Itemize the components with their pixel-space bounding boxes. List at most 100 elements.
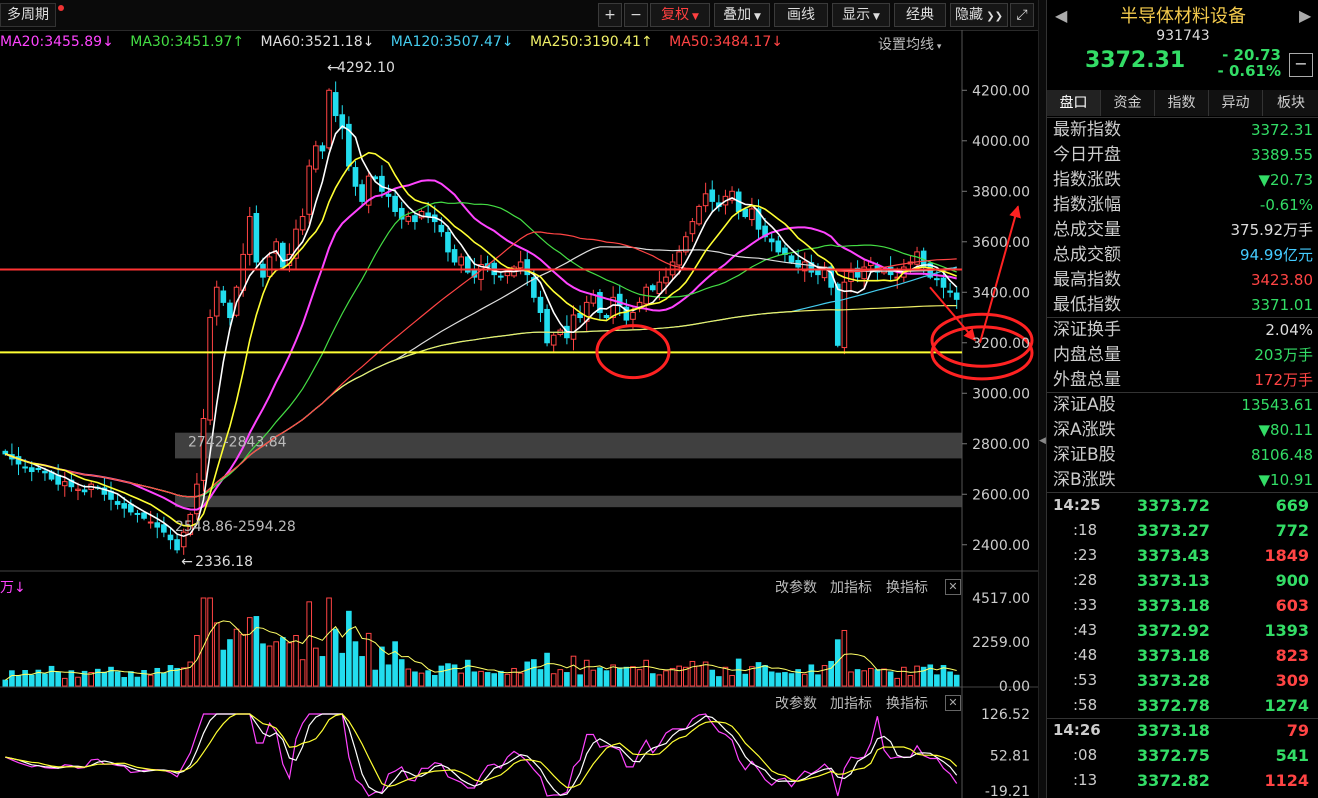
volume-bar <box>808 664 815 687</box>
draw-line-button[interactable]: 画线 <box>774 3 828 27</box>
tab-funds[interactable]: 资金 <box>1101 90 1155 116</box>
kline-chart[interactable]: 4292.10←2336.18←2742-2843.842548.86-2594… <box>0 30 1040 798</box>
candle-body <box>154 522 161 528</box>
volume-bar <box>22 670 28 687</box>
candle-body <box>35 468 42 471</box>
volume-bar <box>920 666 927 687</box>
volume-bar <box>75 676 81 687</box>
adjust-button[interactable]: 复权 ▼ <box>650 3 710 27</box>
display-button[interactable]: 显示 ▼ <box>832 3 890 27</box>
vol-close-icon[interactable]: ✕ <box>945 579 961 595</box>
volume-bar <box>108 666 114 687</box>
tick-row: :33 3373.18 603 <box>1053 593 1313 618</box>
highlight-circle <box>595 324 671 380</box>
candle-body <box>517 261 524 269</box>
volume-bar <box>762 665 768 687</box>
ind-close-icon[interactable]: ✕ <box>945 695 961 711</box>
tick-price: 3373.27 <box>1137 521 1210 540</box>
volume-bar <box>260 643 266 687</box>
quote-panel: ◀ ▶ 半导体材料设备 931743 3372.31 - 20.73 - 0.6… <box>1046 0 1318 798</box>
volume-bar <box>438 665 445 687</box>
high-price-label: 4292.10 <box>337 60 395 76</box>
volume-bar <box>504 673 511 687</box>
volume-bar <box>279 637 286 687</box>
tab-anomaly[interactable]: 异动 <box>1209 90 1263 116</box>
price-tick-label: 2800.00 <box>972 437 1030 453</box>
candle-body <box>260 263 266 278</box>
tab-orderbook[interactable]: 盘口 <box>1047 90 1101 116</box>
volume-bar <box>9 670 15 687</box>
ma-setting-button[interactable]: 设置均线 ▾ <box>878 34 941 54</box>
candle-body <box>213 286 220 317</box>
ind-edit-params[interactable]: 改参数 <box>775 696 817 712</box>
volume-bar <box>161 672 167 687</box>
volume-bar <box>128 671 134 687</box>
volume-bar <box>220 649 227 687</box>
stat-label: 深证A股 <box>1053 395 1116 415</box>
volume-bar <box>273 641 279 687</box>
gap-label: 2548.86-2594.28 <box>175 519 296 535</box>
candle-body <box>755 208 762 230</box>
zoom-in-button[interactable]: + <box>598 3 622 27</box>
volume-bar <box>702 661 709 687</box>
volume-bar <box>583 659 590 687</box>
volume-bar <box>114 671 121 687</box>
candle-body <box>953 292 960 300</box>
vol-switch-indicator[interactable]: 换指标 <box>886 580 928 596</box>
candle-body <box>227 302 233 319</box>
volume-bar <box>326 597 332 687</box>
stat-row: 最新指数 3372.31 <box>1053 118 1313 143</box>
candle-body <box>2 450 9 455</box>
volume-bar <box>801 673 808 687</box>
volume-bar <box>537 669 544 687</box>
candle-body <box>531 277 537 298</box>
volume-bar <box>81 670 88 687</box>
splitter-handle[interactable] <box>1038 0 1047 798</box>
ma-line-ma120 <box>5 266 957 498</box>
volume-bar <box>953 674 960 687</box>
tab-index[interactable]: 指数 <box>1155 90 1209 116</box>
index-code: 931743 <box>1156 28 1210 44</box>
volume-bar <box>755 662 762 687</box>
volume-bar <box>815 674 821 687</box>
candle-body <box>141 512 147 519</box>
candle-body <box>504 271 511 277</box>
stat-value: 8106.48 <box>1250 446 1313 464</box>
down-arrow <box>929 286 976 342</box>
classic-button[interactable]: 经典 <box>894 3 946 27</box>
tick-volume: 79 <box>1286 721 1309 740</box>
multi-period-button[interactable]: 多周期 <box>0 3 56 27</box>
collapse-arrow-icon[interactable]: ◀ <box>1039 436 1046 446</box>
next-arrow-icon[interactable]: ▶ <box>1299 6 1312 25</box>
candle-body <box>768 238 775 243</box>
volume-bar <box>451 664 458 687</box>
low-price-label: 2336.18 <box>195 554 253 570</box>
candle-body <box>841 281 848 349</box>
vol-edit-params[interactable]: 改参数 <box>775 580 817 596</box>
overlay-button[interactable]: 叠加 ▼ <box>714 3 770 27</box>
volume-bar <box>379 646 385 687</box>
volume-bar <box>630 666 636 687</box>
hide-button[interactable]: 隐藏 ❯❯ <box>950 3 1008 27</box>
candle-body <box>412 215 418 223</box>
tick-price: 3372.75 <box>1137 746 1210 765</box>
remove-watch-button[interactable]: − <box>1289 53 1313 77</box>
fullscreen-icon[interactable]: ⤢ <box>1010 3 1034 27</box>
tick-price: 3373.28 <box>1137 671 1210 690</box>
tab-sector[interactable]: 板块 <box>1263 90 1318 116</box>
stat-row: 深证换手 2.04% <box>1053 318 1313 343</box>
gap-label: 2742-2843.84 <box>188 434 287 450</box>
ind-add-indicator[interactable]: 加指标 <box>830 696 872 712</box>
stat-label: 内盘总量 <box>1053 345 1121 365</box>
indicator-tick-label: 52.81 <box>990 748 1030 764</box>
volume-bar <box>385 664 392 687</box>
candle-body <box>458 256 464 266</box>
zoom-out-button[interactable]: − <box>624 3 648 27</box>
vol-add-indicator[interactable]: 加指标 <box>830 580 872 596</box>
stat-label: 外盘总量 <box>1053 370 1121 390</box>
prev-arrow-icon[interactable]: ◀ <box>1055 6 1068 25</box>
ind-switch-indicator[interactable]: 换指标 <box>886 696 928 712</box>
candle-body <box>788 255 795 263</box>
candle-body <box>42 470 48 474</box>
divider <box>1047 117 1318 118</box>
